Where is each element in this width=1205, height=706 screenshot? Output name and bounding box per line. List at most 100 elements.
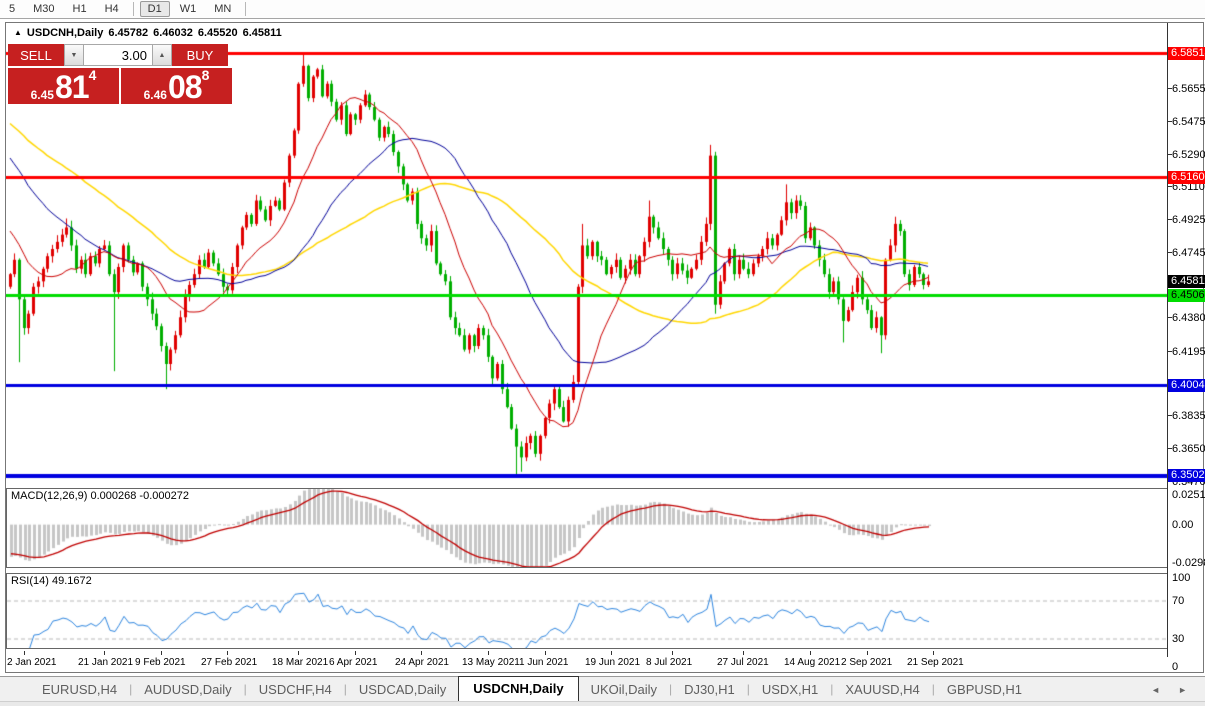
tab-ukoil-daily[interactable]: UKOil,Daily (590, 682, 658, 697)
price-level-label: 6.45060 (1168, 289, 1205, 302)
tab-gbpusd-h1[interactable]: GBPUSD,H1 (946, 682, 1023, 697)
toolbar-separator (245, 2, 247, 16)
date-axis-label: 21 Sep 2021 (907, 657, 964, 668)
buy-price-prefix: 6.46 (143, 88, 167, 102)
timeframe-button-5[interactable]: 5 (9, 3, 16, 15)
volume-increase-button[interactable]: ▲ (152, 44, 172, 66)
tab-separator: | (129, 682, 133, 696)
chart-title-row: ▲ USDCNH,Daily 6.45782 6.46032 6.45520 6… (14, 25, 282, 40)
tab-dj30-h1[interactable]: DJ30,H1 (684, 682, 735, 697)
rsi-panel: RSI(14) 49.1672 (6, 573, 1167, 649)
date-axis-tick (867, 651, 868, 655)
volume-input[interactable] (84, 44, 152, 66)
price-axis-tick (1168, 317, 1172, 318)
ohlc-close: 6.45811 (242, 26, 282, 39)
chart-window: ▲ USDCNH,Daily 6.45782 6.46032 6.45520 6… (5, 22, 1205, 673)
date-axis: 2 Jan 2021 21 Jan 2021 9 Feb 2021 27 Feb 20… (6, 651, 1167, 671)
date-axis-label: 19 Jun 2021 (585, 657, 641, 668)
price-axis-label: 6.51100 (1172, 181, 1205, 193)
date-axis-tick (611, 651, 612, 655)
sell-button[interactable]: SELL (8, 44, 64, 66)
timeframe-button-m30[interactable]: M30 (33, 3, 55, 15)
toolbar-separator (132, 2, 134, 16)
date-axis-label: 13 May 2021 (462, 657, 520, 668)
price-level-label: 6.58514 (1168, 47, 1205, 60)
price-axis-label: 6.43800 (1172, 312, 1205, 324)
price-axis-tick (1168, 448, 1172, 449)
tab-audusd-daily[interactable]: AUDUSD,Daily (144, 682, 232, 697)
price-axis-label: 6.52900 (1172, 149, 1205, 161)
tab-separator: | (830, 682, 834, 696)
price-axis-tick (1168, 415, 1172, 416)
date-axis-tick (161, 651, 162, 655)
date-axis-tick (933, 651, 934, 655)
tab-eurusd-h4[interactable]: EURUSD,H4 (42, 682, 118, 697)
timeframe-button-mn[interactable]: MN (214, 3, 232, 15)
tab-usdchf-h4[interactable]: USDCHF,H4 (258, 682, 332, 697)
one-click-trade-widget: SELL ▼ ▲ BUY 6.45 81 4 6.46 08 8 (8, 44, 232, 104)
date-axis-tick (545, 651, 546, 655)
tab-separator: | (343, 682, 347, 696)
date-axis-tick (672, 651, 673, 655)
date-axis-tick (355, 651, 356, 655)
date-axis-label: 24 Apr 2021 (395, 657, 449, 668)
tab-usdcnh-daily[interactable]: USDCNH,Daily (458, 676, 579, 701)
buy-button[interactable]: BUY (172, 44, 228, 66)
date-axis-label: 8 Jul 2021 (646, 657, 693, 668)
date-axis-tick (488, 651, 489, 655)
price-axis-label: 6.38350 (1172, 410, 1205, 422)
date-axis-label: 2 Jan 2021 (7, 657, 57, 668)
tab-separator: | (931, 682, 935, 696)
price-level-label: 6.40042 (1168, 379, 1205, 392)
price-axis-tick (1168, 252, 1172, 253)
tab-scroll-right-icon[interactable]: ► (1178, 685, 1187, 695)
macd-axis-label: 0.00 (1172, 519, 1194, 531)
rsi-axis-label: 0 (1172, 661, 1179, 673)
tab-xauusd-h4[interactable]: XAUUSD,H4 (845, 682, 920, 697)
tab-separator: | (746, 682, 750, 696)
date-axis-label: 21 Jan 2021 (78, 657, 134, 668)
chart-tab-bar: EURUSD,H4 | AUDUSD,Daily | USDCHF,H4 | USDCAD,… (0, 676, 1205, 701)
date-axis-label: 18 Mar 2021 (272, 657, 329, 668)
timeframe-button-h1[interactable]: H1 (72, 3, 87, 15)
collapse-trade-panel-icon[interactable]: ▲ (14, 28, 22, 37)
date-axis-label: 6 Apr 2021 (329, 657, 378, 668)
tab-separator: | (669, 682, 673, 696)
macd-panel: MACD(12,26,9) 0.000268 -0.000272 (6, 488, 1167, 568)
ohlc-open: 6.45782 (108, 26, 149, 39)
date-axis-label: 14 Aug 2021 (784, 657, 841, 668)
rsi-canvas[interactable] (7, 574, 1166, 648)
date-axis-label: 1 Jun 2021 (519, 657, 569, 668)
timeframe-button-h4[interactable]: H4 (104, 3, 119, 15)
date-axis-tick (24, 651, 25, 655)
macd-indicator-label: MACD(12,26,9) 0.000268 -0.000272 (11, 490, 189, 502)
timeframe-toolbar: 5 M30 H1 H4 D1 W1 MN (0, 0, 1205, 19)
tab-usdcad-daily[interactable]: USDCAD,Daily (358, 682, 447, 697)
buy-price-sup: 8 (201, 67, 210, 83)
buy-price-panel[interactable]: 6.46 08 8 (121, 68, 232, 104)
date-axis-label: 27 Feb 2021 (201, 657, 258, 668)
price-level-label: 6.45811 (1168, 275, 1205, 288)
date-axis-label: 2 Sep 2021 (841, 657, 893, 668)
macd-canvas[interactable] (7, 489, 1166, 567)
tab-usdx-h1[interactable]: USDX,H1 (761, 682, 819, 697)
timeframe-button-d1[interactable]: D1 (139, 1, 170, 17)
price-axis-tick (1168, 219, 1172, 220)
date-axis-tick (227, 651, 228, 655)
price-axis-tick (1168, 351, 1172, 352)
rsi-axis-label: 30 (1172, 633, 1185, 645)
rsi-axis-label: 100 (1172, 572, 1191, 584)
price-axis-label: 6.47450 (1172, 247, 1205, 259)
timeframe-button-w1[interactable]: W1 (179, 3, 197, 15)
chart-symbol-title: USDCNH,Daily (26, 26, 104, 39)
date-axis-label: 9 Feb 2021 (135, 657, 186, 668)
price-axis-tick (1168, 186, 1172, 187)
volume-decrease-button[interactable]: ▼ (64, 44, 84, 66)
price-axis: 6.56550 6.54750 6.52900 6.51100 6.49250 6.474… (1167, 23, 1205, 673)
price-axis-label: 6.54750 (1172, 116, 1205, 128)
sell-price-panel[interactable]: 6.45 81 4 (8, 68, 119, 104)
date-axis-tick (810, 651, 811, 655)
tab-scroll-left-icon[interactable]: ◄ (1151, 685, 1161, 695)
price-axis-label: 6.41950 (1172, 346, 1205, 358)
